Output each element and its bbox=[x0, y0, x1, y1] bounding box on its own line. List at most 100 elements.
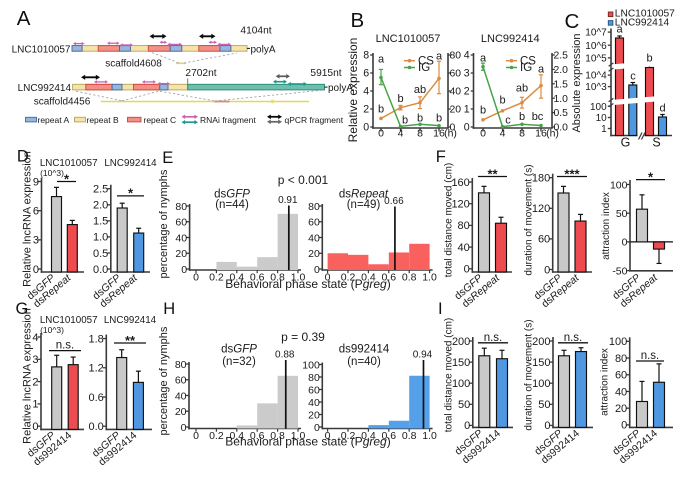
svg-text:0: 0 bbox=[621, 420, 627, 432]
svg-text:polyA: polyA bbox=[251, 44, 276, 55]
svg-text:(n=44): (n=44) bbox=[215, 199, 249, 211]
svg-text:0.88: 0.88 bbox=[275, 350, 295, 361]
svg-text:n.s.: n.s. bbox=[484, 332, 503, 344]
svg-text:2: 2 bbox=[363, 104, 369, 116]
svg-text:bc: bc bbox=[532, 111, 544, 123]
svg-text:10^3: 10^3 bbox=[585, 82, 607, 93]
svg-text:60: 60 bbox=[538, 234, 550, 246]
svg-text:0: 0 bbox=[33, 264, 39, 276]
svg-text:0.8: 0.8 bbox=[402, 272, 417, 284]
svg-text:1: 1 bbox=[601, 124, 607, 135]
svg-text:100: 100 bbox=[590, 102, 607, 113]
svg-text:60: 60 bbox=[450, 69, 462, 80]
svg-text:0: 0 bbox=[378, 128, 384, 140]
svg-text:0: 0 bbox=[325, 430, 331, 442]
svg-text:0: 0 bbox=[314, 264, 320, 276]
svg-text:150: 150 bbox=[452, 357, 470, 369]
svg-text:LNC1010057: LNC1010057 bbox=[376, 33, 441, 45]
svg-text:p = 0.39: p = 0.39 bbox=[281, 330, 325, 344]
svg-text:percentage of nymphs: percentage of nymphs bbox=[158, 326, 170, 435]
svg-text:0: 0 bbox=[181, 264, 187, 276]
svg-text:percentage of nymphs: percentage of nymphs bbox=[158, 169, 170, 278]
svg-text:b: b bbox=[378, 104, 384, 116]
svg-text:2: 2 bbox=[32, 376, 38, 388]
svg-text:1.8: 1.8 bbox=[89, 333, 104, 345]
svg-text:LNC1010057: LNC1010057 bbox=[40, 315, 98, 326]
svg-text:1: 1 bbox=[464, 104, 470, 116]
svg-text:IG: IG bbox=[520, 62, 532, 74]
svg-text:2: 2 bbox=[464, 86, 470, 98]
svg-text:200: 200 bbox=[452, 336, 470, 348]
svg-text:duration of movement (s): duration of movement (s) bbox=[524, 164, 535, 275]
svg-text:120: 120 bbox=[451, 199, 469, 211]
svg-text:40: 40 bbox=[175, 390, 187, 402]
svg-text:0: 0 bbox=[181, 422, 187, 434]
svg-text:20: 20 bbox=[615, 403, 627, 415]
svg-text:0.6: 0.6 bbox=[381, 430, 396, 442]
svg-text:2.5: 2.5 bbox=[554, 51, 569, 62]
svg-text:ab: ab bbox=[516, 83, 528, 95]
svg-text:60: 60 bbox=[615, 370, 627, 382]
svg-text:4: 4 bbox=[464, 50, 470, 62]
svg-text:**: ** bbox=[487, 166, 498, 181]
svg-text:0.66: 0.66 bbox=[384, 196, 404, 207]
svg-text:4104nt: 4104nt bbox=[240, 26, 271, 37]
svg-text:6: 6 bbox=[33, 205, 39, 217]
svg-text:0.2: 0.2 bbox=[341, 430, 356, 442]
svg-text:Relative lncRNA expression: Relative lncRNA expression bbox=[22, 151, 34, 287]
svg-text:100: 100 bbox=[610, 179, 628, 191]
svg-text:0: 0 bbox=[193, 430, 199, 442]
svg-text:n.s.: n.s. bbox=[641, 350, 660, 362]
svg-text:0.6: 0.6 bbox=[381, 272, 396, 284]
svg-text:(n=49): (n=49) bbox=[347, 199, 381, 211]
svg-text:b: b bbox=[499, 95, 505, 107]
svg-text:LNC992414: LNC992414 bbox=[104, 315, 157, 326]
svg-text:CS: CS bbox=[418, 55, 434, 67]
svg-text:LNC992414: LNC992414 bbox=[18, 83, 72, 94]
svg-text:1.5: 1.5 bbox=[554, 79, 569, 90]
svg-text:-50: -50 bbox=[612, 265, 627, 277]
svg-text:40: 40 bbox=[175, 232, 187, 244]
svg-text:3: 3 bbox=[32, 354, 38, 366]
svg-text:100: 100 bbox=[452, 378, 470, 390]
svg-text:1.0: 1.0 bbox=[554, 94, 569, 105]
svg-text:***: *** bbox=[564, 166, 580, 181]
svg-text:LNC992414: LNC992414 bbox=[104, 158, 157, 169]
svg-text:1.0: 1.0 bbox=[422, 430, 437, 442]
svg-text:total distance moved (cm): total distance moved (cm) bbox=[444, 318, 455, 433]
svg-text:80: 80 bbox=[308, 372, 320, 384]
svg-text:0.2: 0.2 bbox=[209, 272, 224, 284]
svg-text:0.2: 0.2 bbox=[341, 272, 356, 284]
svg-text:100: 100 bbox=[532, 378, 550, 390]
svg-text:0.5: 0.5 bbox=[93, 248, 108, 260]
svg-text:100: 100 bbox=[609, 336, 627, 348]
svg-text:10^5: 10^5 bbox=[585, 54, 607, 65]
svg-text:1.2: 1.2 bbox=[89, 363, 104, 375]
svg-text:16: 16 bbox=[535, 128, 547, 140]
svg-text:0.5: 0.5 bbox=[554, 108, 569, 119]
svg-text:80: 80 bbox=[450, 51, 462, 62]
svg-text:60: 60 bbox=[308, 217, 320, 229]
svg-text:180: 180 bbox=[532, 173, 550, 185]
svg-text:*: * bbox=[64, 171, 70, 186]
svg-text:20: 20 bbox=[175, 248, 187, 260]
svg-text:4: 4 bbox=[500, 128, 506, 140]
svg-text:1.0: 1.0 bbox=[291, 430, 306, 442]
svg-text:I: I bbox=[438, 300, 443, 318]
svg-text:Relative expression: Relative expression bbox=[346, 38, 360, 143]
svg-text:ds992414: ds992414 bbox=[339, 344, 390, 356]
svg-text:9: 9 bbox=[33, 176, 39, 188]
svg-text:0.2: 0.2 bbox=[209, 430, 224, 442]
svg-text:duration of movement (s): duration of movement (s) bbox=[524, 319, 535, 430]
svg-text:*: * bbox=[648, 169, 654, 184]
svg-text:A: A bbox=[17, 7, 31, 30]
svg-text:3: 3 bbox=[464, 68, 470, 80]
svg-text:Behavioral phase state (Pgreg): Behavioral phase state (Pgreg) bbox=[225, 435, 390, 449]
svg-text:b: b bbox=[519, 111, 525, 123]
svg-text:40: 40 bbox=[308, 232, 320, 244]
svg-text:LNC992414: LNC992414 bbox=[481, 33, 540, 45]
svg-text:b: b bbox=[397, 93, 403, 105]
svg-text:scaffold4456: scaffold4456 bbox=[34, 97, 91, 108]
svg-text:repeat C: repeat C bbox=[144, 115, 177, 125]
svg-text:d: d bbox=[659, 103, 665, 115]
